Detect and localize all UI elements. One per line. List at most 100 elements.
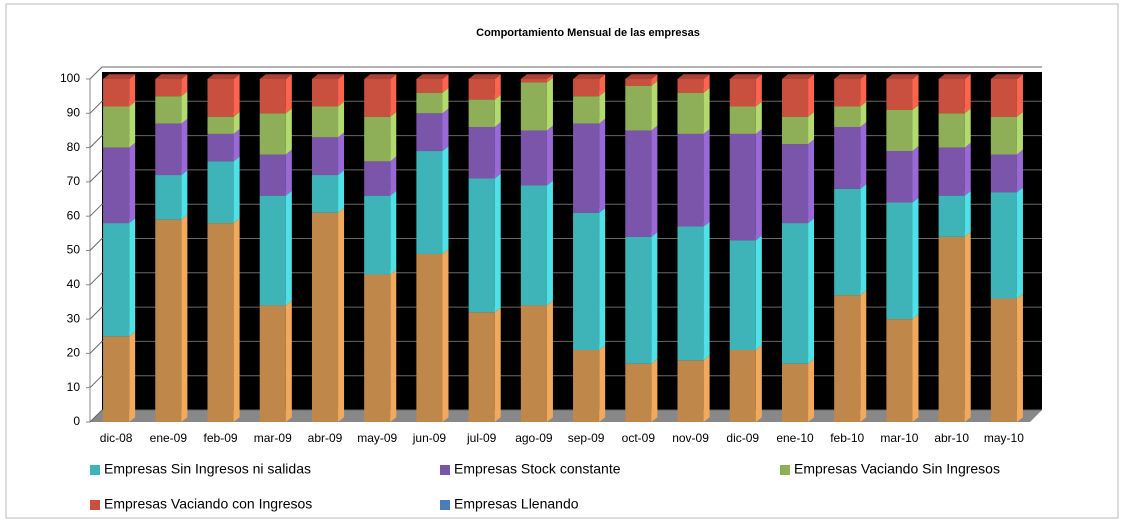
bar-segment: [573, 79, 600, 97]
bar-top: [311, 74, 345, 79]
bar-segment: [573, 212, 600, 350]
bar-segment: [520, 79, 547, 83]
bar-segment: [781, 223, 809, 364]
bar-segment: [677, 360, 704, 422]
bar-side: [912, 146, 919, 203]
bar-segment: [416, 79, 443, 93]
grid-line: [89, 203, 1042, 217]
bar-side: [1016, 149, 1023, 193]
bar-segment: [416, 92, 443, 114]
x-tick-label: ene-10: [776, 431, 814, 445]
bar-segment: [990, 298, 1017, 422]
bar-segment: [520, 130, 547, 186]
bar-segment: [886, 151, 913, 203]
bar-side: [1016, 74, 1023, 117]
y-tick-label: 100: [60, 71, 80, 85]
bar-side: [546, 180, 553, 306]
bar-segment: [729, 79, 756, 107]
x-tick-label: jul-09: [466, 431, 497, 445]
bar-segment: [416, 151, 443, 254]
bar-segment: [311, 175, 339, 213]
bar-top: [259, 74, 292, 79]
bar-segment: [103, 79, 130, 107]
grid-line: [89, 272, 1042, 286]
bar-segment: [311, 106, 339, 138]
bar-segment: [311, 79, 339, 107]
bar-top: [573, 74, 606, 79]
grid-line: [89, 409, 1042, 423]
bar-side: [599, 74, 606, 97]
bar-top: [103, 74, 136, 79]
bar-side: [129, 218, 136, 337]
bar-side: [233, 74, 240, 117]
bar-side: [651, 81, 658, 131]
bar-top: [886, 74, 919, 79]
legend-label: Empresas Sin Ingresos ni salidas: [104, 461, 311, 477]
bar-segment: [259, 305, 286, 422]
bar-side: [494, 173, 501, 313]
bar-segment: [886, 79, 913, 110]
bar-segment: [155, 175, 182, 220]
bar-side: [546, 74, 553, 83]
bar-segment: [468, 312, 495, 422]
bar-segment: [834, 79, 861, 107]
y-tick-label: 30: [67, 311, 81, 325]
bar-side: [808, 74, 815, 117]
bar-side: [599, 91, 606, 124]
bar-side: [755, 101, 762, 134]
bar-segment: [207, 79, 234, 117]
bar-segment: [520, 82, 547, 131]
y-tick-label: 10: [67, 380, 81, 394]
bar-top: [416, 74, 449, 79]
bar-segment: [311, 212, 339, 422]
grid-line: [89, 66, 1042, 80]
bar-segment: [103, 106, 130, 148]
bar-segment: [729, 106, 756, 134]
bar-side: [494, 122, 501, 179]
bar-side: [390, 269, 397, 422]
bar-segment: [938, 113, 965, 148]
bar-segment: [416, 113, 443, 152]
bar-segment: [364, 116, 391, 162]
bar-side: [338, 101, 345, 138]
bar-segment: [677, 226, 704, 361]
bar-side: [651, 231, 658, 364]
bar-segment: [155, 219, 182, 422]
bar-side: [285, 300, 292, 422]
bar-side: [599, 207, 606, 350]
bar-side: [860, 122, 867, 189]
bar-side: [651, 74, 658, 86]
bar-segment: [990, 192, 1017, 299]
bar-side: [703, 355, 710, 422]
bar-segment: [886, 202, 913, 320]
bar-side: [442, 74, 449, 93]
bar-segment: [625, 79, 652, 86]
bar-side: [703, 74, 710, 93]
legend-label: Empresas Vaciando Sin Ingresos: [794, 461, 1000, 477]
bar-segment: [625, 363, 652, 422]
legend-swatch: [780, 465, 790, 475]
bar-side: [860, 290, 867, 422]
bar-side: [233, 129, 240, 162]
bar-side: [546, 125, 553, 186]
bar-side: [1016, 293, 1023, 422]
bar-side: [703, 129, 710, 227]
bar-side: [285, 74, 292, 114]
bar-segment: [573, 349, 600, 422]
x-tick-label: oct-09: [622, 431, 656, 445]
bar-top: [938, 74, 971, 79]
x-tick-label: feb-09: [204, 431, 238, 445]
bar-side: [442, 249, 449, 422]
x-tick-label: ene-09: [150, 431, 188, 445]
bar-top: [677, 74, 710, 79]
bar-segment: [259, 113, 286, 155]
bar-side: [442, 146, 449, 254]
bar-segment: [834, 127, 861, 189]
bar-segment: [834, 188, 861, 296]
bar-side: [808, 218, 815, 364]
bar-segment: [416, 253, 443, 422]
bar-side: [651, 125, 658, 237]
y-tick-label: 0: [73, 414, 80, 428]
legend-swatch: [90, 500, 100, 510]
bar-segment: [781, 116, 809, 145]
